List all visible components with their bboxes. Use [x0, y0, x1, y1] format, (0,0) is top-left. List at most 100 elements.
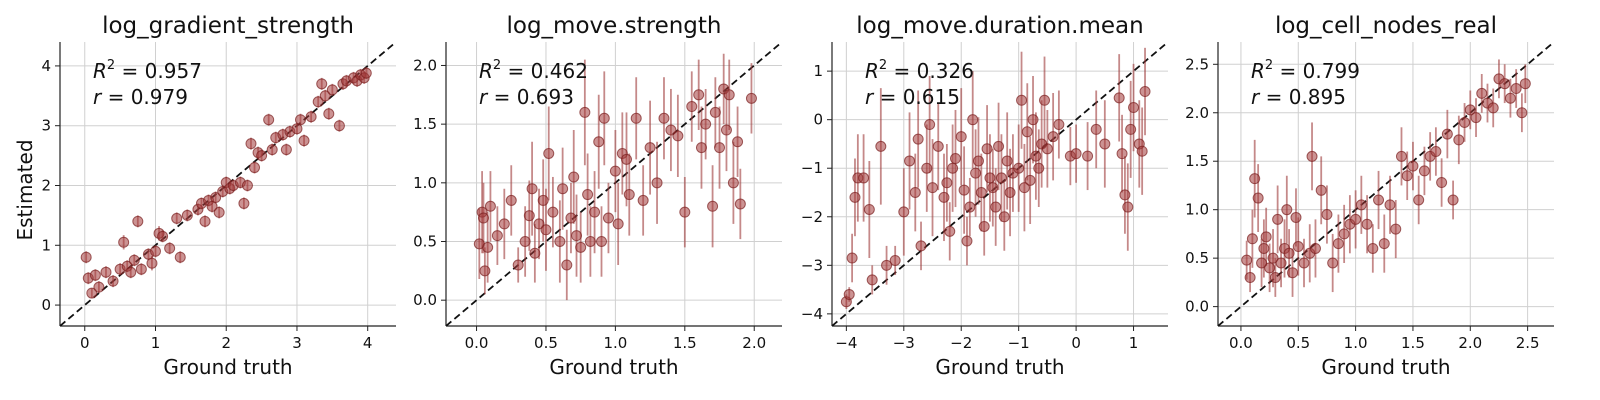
- data-point: [86, 287, 98, 299]
- data-point: [554, 236, 566, 248]
- data-point: [1510, 83, 1522, 95]
- y-tick-label: −4: [801, 305, 823, 323]
- y-tick-label: 2.0: [1185, 104, 1209, 122]
- pearson-r-label: r = 0.615: [865, 85, 960, 109]
- data-point: [958, 184, 970, 196]
- data-point: [491, 230, 503, 242]
- data-point: [1459, 116, 1471, 128]
- data-point: [1350, 213, 1362, 225]
- data-point: [981, 143, 993, 155]
- y-tick-label: 1: [41, 236, 51, 254]
- y-tick-label: 3: [41, 117, 51, 135]
- data-point: [295, 114, 307, 126]
- data-point: [533, 218, 545, 230]
- data-point: [505, 194, 517, 206]
- data-point: [970, 167, 982, 179]
- data-point: [132, 215, 144, 227]
- x-tick-label: 0: [1071, 334, 1081, 352]
- data-point: [298, 135, 310, 147]
- data-point: [1267, 252, 1279, 264]
- pearson-r-label: r = 0.895: [1251, 85, 1346, 109]
- x-tick-label: 2.5: [1516, 334, 1540, 352]
- data-series: [473, 53, 757, 301]
- data-point: [915, 240, 927, 252]
- data-point: [949, 153, 961, 165]
- x-tick-label: 0: [80, 334, 90, 352]
- data-point: [1290, 211, 1302, 223]
- data-point: [1256, 257, 1268, 269]
- data-point: [523, 210, 535, 222]
- data-point: [904, 155, 916, 167]
- data-point: [932, 140, 944, 152]
- panel-1: 0 1 2 3 4 0 1 2 3 4 log_gradient_strength Ground tr…: [41, 13, 396, 379]
- data-point: [1039, 94, 1051, 106]
- data-point: [665, 124, 677, 136]
- data-point: [323, 108, 335, 120]
- data-point: [537, 194, 549, 206]
- data-point: [565, 212, 577, 224]
- panel-title: log_cell_nodes_real: [1275, 13, 1497, 39]
- pearson-r-label: r = 0.979: [93, 85, 188, 109]
- data-point: [975, 186, 987, 198]
- data-point: [512, 259, 524, 271]
- x-tick-label: −2: [950, 334, 972, 352]
- data-point: [125, 266, 137, 278]
- data-point: [889, 254, 901, 266]
- data-point: [1018, 182, 1030, 194]
- data-point: [723, 89, 735, 101]
- data-point: [1441, 128, 1453, 140]
- data-point: [995, 172, 1007, 184]
- data-point: [909, 186, 921, 198]
- data-point: [602, 212, 614, 224]
- data-point: [630, 112, 642, 124]
- x-axis-label: Ground truth: [1321, 355, 1450, 379]
- data-point: [1070, 148, 1082, 160]
- data-point: [199, 215, 211, 227]
- data-point: [849, 191, 861, 203]
- panel-title: log_move.duration.mean: [856, 13, 1143, 39]
- data-point: [571, 230, 583, 242]
- data-point: [727, 177, 739, 189]
- data-point: [1125, 123, 1137, 135]
- x-axis-label: Ground truth: [935, 355, 1064, 379]
- data-point: [280, 144, 292, 156]
- data-point: [263, 114, 275, 126]
- data-series: [80, 67, 372, 299]
- data-point: [745, 92, 757, 104]
- r-squared-label: R2 = 0.799: [1251, 58, 1360, 83]
- data-point: [1447, 194, 1459, 206]
- data-point: [695, 142, 707, 154]
- x-tick-label: 0.0: [1229, 334, 1253, 352]
- data-point: [1401, 170, 1413, 182]
- data-point: [1030, 150, 1042, 162]
- panel-4: 0.0 0.5 1.0 1.5 2.0 2.5 0.0 0.5 1.0 1.5 2.0 2.5 log_…: [1185, 13, 1554, 379]
- data-point: [924, 119, 936, 131]
- data-point: [912, 133, 924, 145]
- gridlines: [1218, 42, 1554, 326]
- data-point: [1413, 194, 1425, 206]
- data-point: [1287, 267, 1299, 279]
- data-point: [1021, 126, 1033, 138]
- data-point: [316, 78, 328, 90]
- data-point: [1252, 192, 1264, 204]
- y-tick-label: 4: [41, 57, 51, 75]
- data-point: [1281, 204, 1293, 216]
- y-tick-label: 0: [813, 111, 823, 129]
- data-point: [596, 236, 608, 248]
- data-point: [732, 136, 744, 148]
- x-tick-label: 0.5: [1286, 334, 1310, 352]
- data-point: [146, 257, 158, 269]
- data-point: [1309, 242, 1321, 254]
- data-series: [1241, 59, 1531, 297]
- data-point: [707, 200, 719, 212]
- data-point: [360, 67, 372, 79]
- data-point: [1476, 87, 1488, 99]
- data-point: [256, 150, 268, 162]
- panel-2: 0.0 0.5 1.0 1.5 2.0 0.0 0.5 1.0 1.5 2.0 log_move.s…: [413, 13, 782, 379]
- data-point: [858, 172, 870, 184]
- data-point: [679, 206, 691, 218]
- data-point: [693, 89, 705, 101]
- data-point: [1306, 150, 1318, 162]
- data-point: [584, 236, 596, 248]
- data-point: [213, 206, 225, 218]
